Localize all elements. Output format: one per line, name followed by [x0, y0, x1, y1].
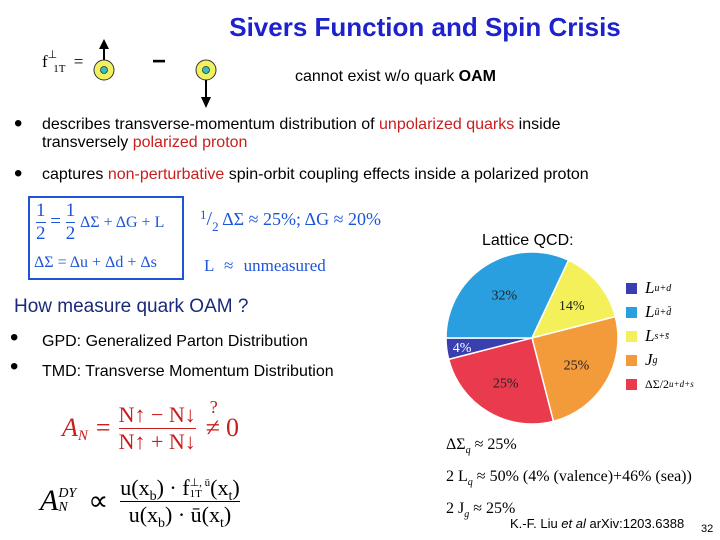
bullet-dot: • — [14, 110, 23, 137]
dy-fraction: u(xb) · f ⊥, ū 1T (xt) u(xb) · ū(xt) — [120, 474, 240, 531]
pie-slice-label: 32% — [492, 288, 518, 303]
sivers-f-symbol: f⊥1T = — [42, 49, 84, 75]
bullet-sivers-effects: captures non-perturbative spin-orbit cou… — [42, 166, 589, 183]
drell-yan-formula: A DY N ∝ u(xb) · f ⊥, ū 1T (xt) u(xb) · ū(x… — [40, 474, 240, 531]
quark-2 — [202, 66, 210, 74]
an-fraction: N↑ − N↓ N↑ + N↓ — [118, 401, 196, 454]
pie-slice — [530, 259, 617, 340]
lattice-qcd-label: Lattice QCD: — [482, 232, 574, 249]
lattice-results: ΔΣq ≈ 25% 2 Lq ≈ 50% (4% (valence)+46% (… — [446, 432, 692, 529]
delta-sigma-result: ΔΣq ≈ 25% — [446, 436, 517, 457]
sivers-proton-diagram — [93, 39, 217, 108]
spin-up-arrowhead — [99, 39, 109, 49]
bullet-sivers-description: describes transverse-momentum distributi… — [42, 116, 561, 151]
gluon-j-result: 2 Jg ≈ 25% — [446, 500, 516, 521]
spin-sum-line2: ΔΣ = Δu + Δd + Δs — [34, 254, 157, 271]
oam-requirement-note: cannot exist w/o quark OAM — [295, 68, 496, 85]
pie-slice-label: 4% — [453, 341, 472, 356]
bullet-dot: • — [14, 160, 23, 187]
pie-slice-label: 14% — [559, 299, 585, 314]
not-equal-question: ? ≠ — [205, 397, 221, 442]
pie-slice-label: 25% — [564, 358, 590, 373]
bullet-dot: • — [10, 353, 19, 380]
legend-item: ΔΣ/2 u+d+s — [626, 372, 694, 396]
page-number: 32 — [701, 523, 714, 535]
how-measure-heading: How measure quark OAM ? — [14, 296, 249, 317]
tmd-bullet: TMD: Transverse Momentum Distribution — [42, 363, 334, 380]
quark-oam-result: 2 Lq ≈ 50% (4% (valence)+46% (sea)) — [446, 468, 692, 489]
slide-title: Sivers Function and Spin Crisis — [229, 12, 621, 42]
gpd-bullet: GPD: Generalized Parton Distribution — [42, 333, 308, 350]
minus-sign: − — [152, 48, 167, 75]
bullet-dot: • — [10, 324, 19, 351]
pie-slice — [445, 251, 570, 339]
lattice-qcd-pie-chart: 4% 32% 14% 25% 25% — [445, 251, 619, 425]
spin-down-arrowhead — [201, 97, 211, 108]
oam-unmeasured: L ≈ unmeasured — [204, 256, 326, 275]
citation: K.-F. Liu et al arXiv:1203.6388 — [510, 516, 685, 531]
pie-slice-label: 25% — [493, 376, 519, 391]
pie-slice — [447, 337, 555, 425]
pie-slice — [531, 315, 619, 423]
quark-1 — [100, 66, 108, 74]
delta-sigma-estimate: 1/2 ΔΣ ≈ 25%; ΔG ≈ 20% — [200, 207, 381, 234]
